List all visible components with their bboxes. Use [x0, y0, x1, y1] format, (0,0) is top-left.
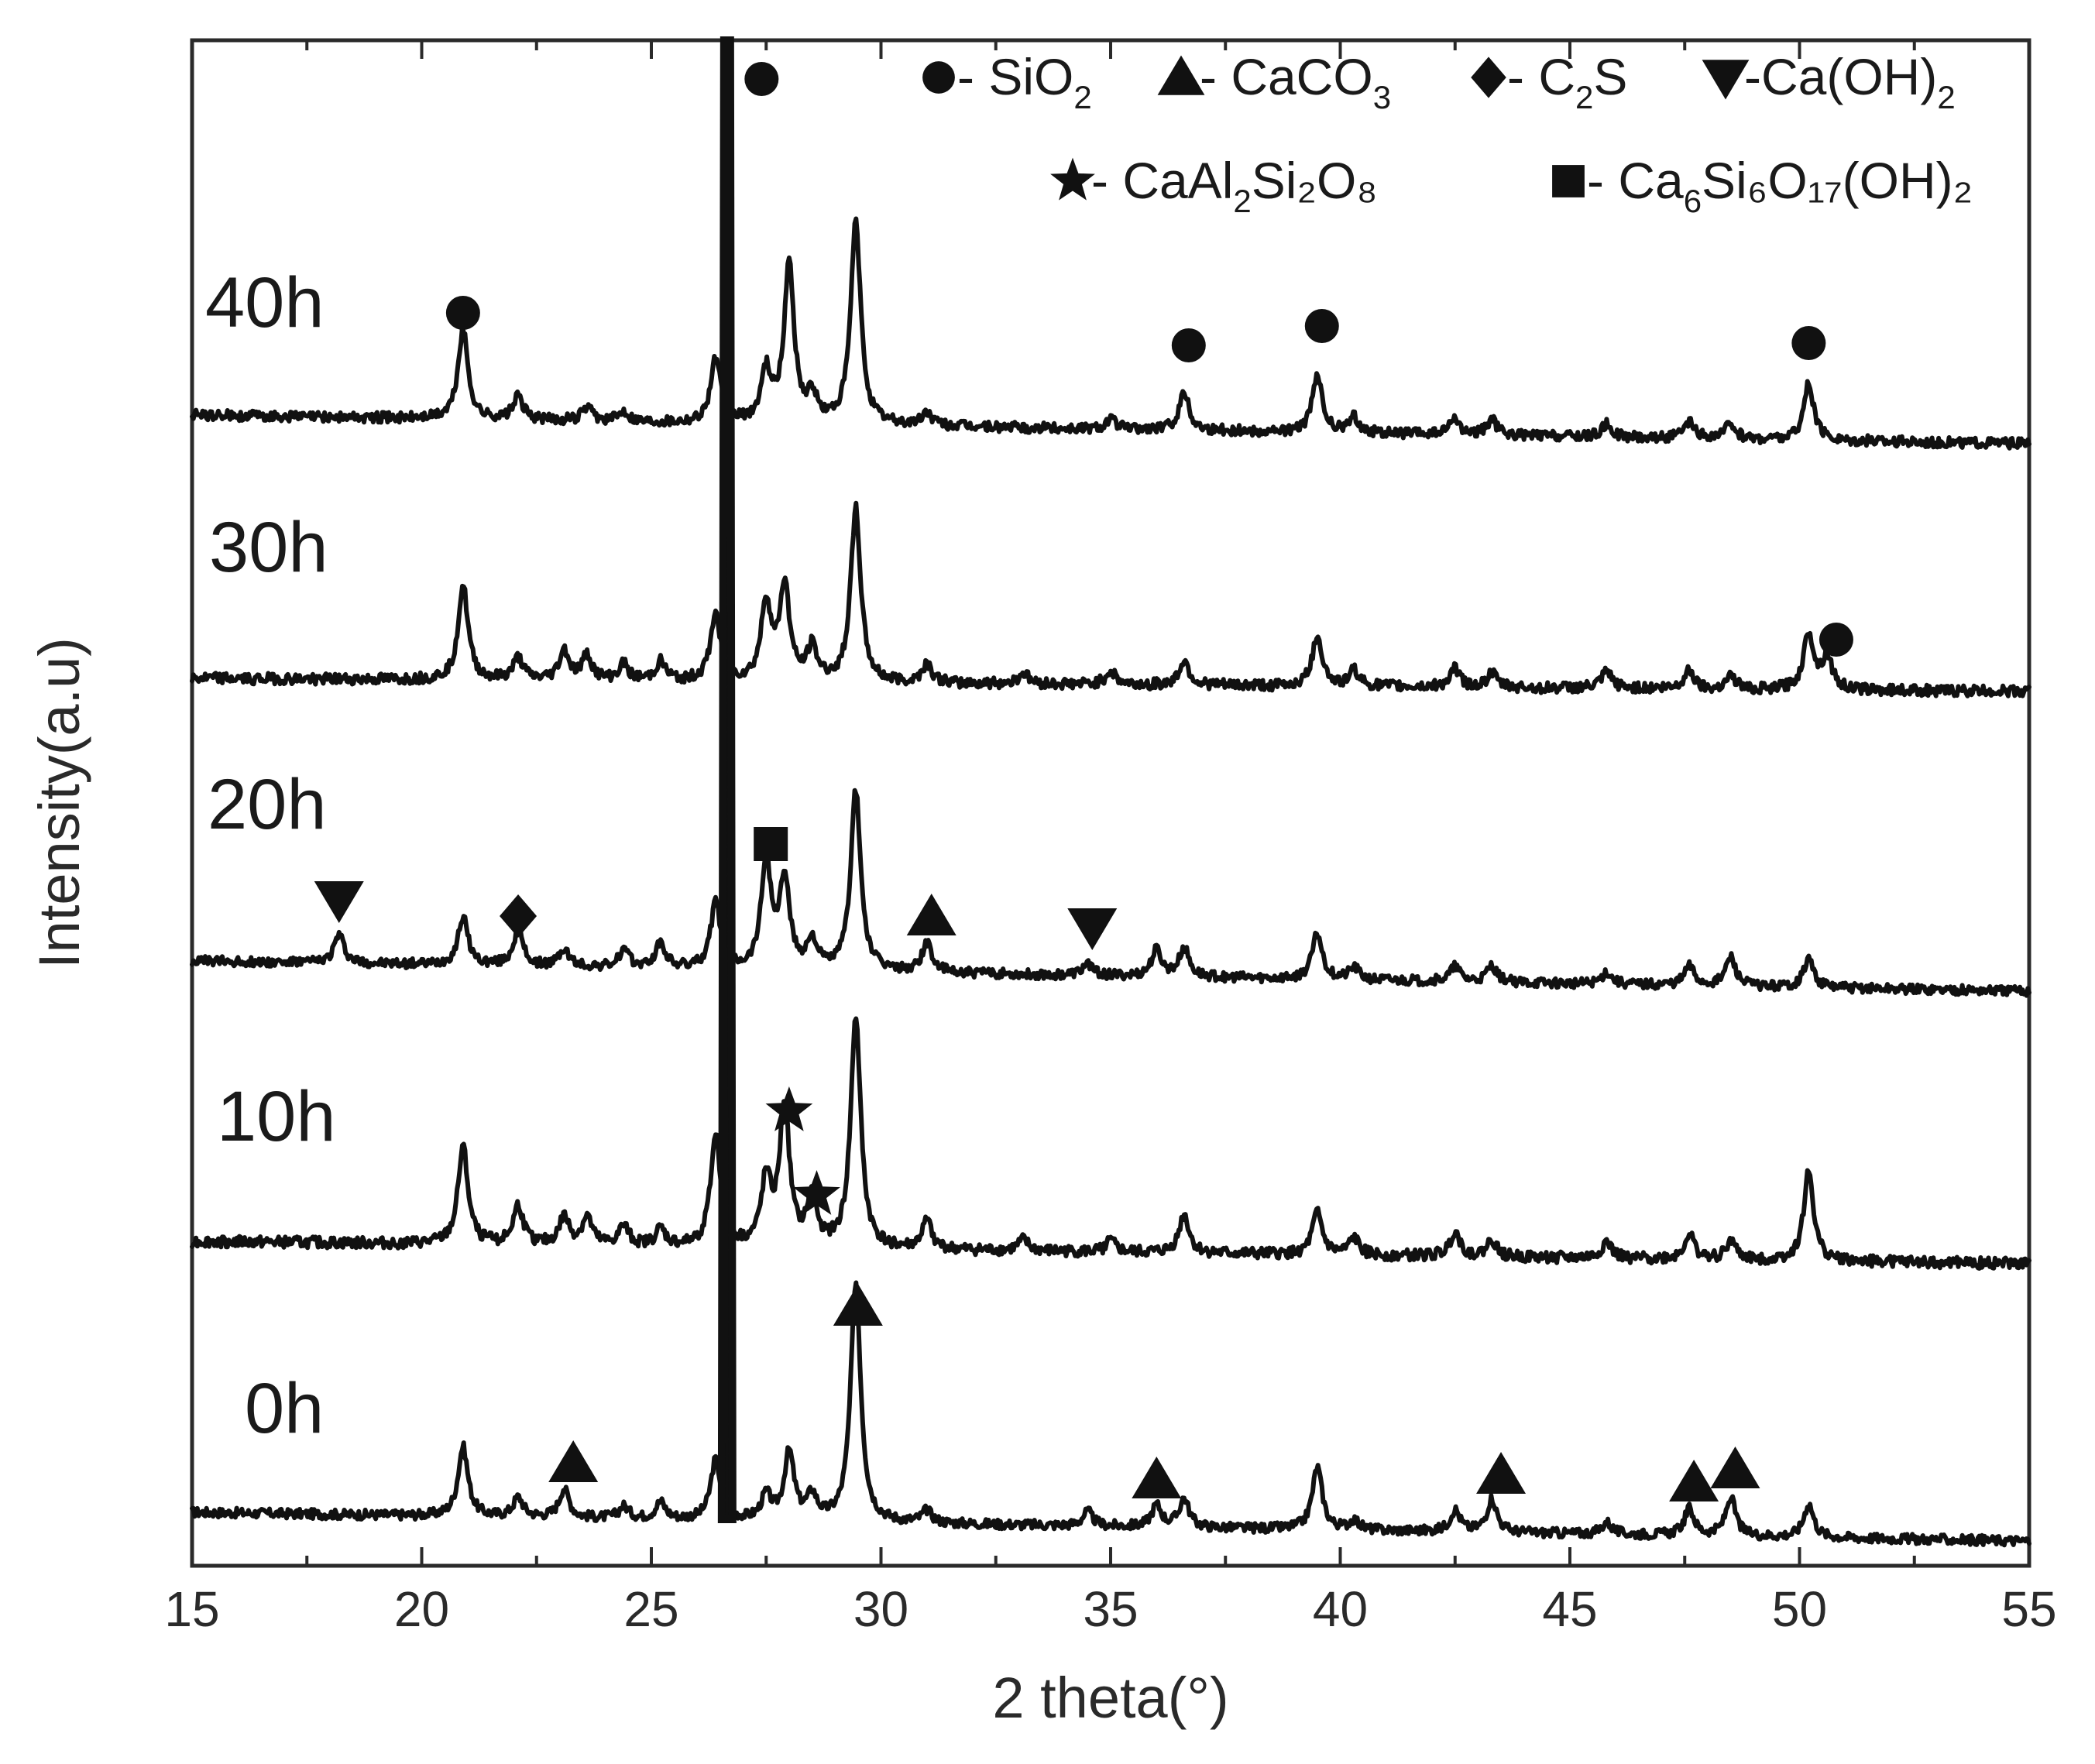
legend-diamond-icon — [1471, 57, 1506, 98]
trace-30h — [190, 500, 2031, 698]
triangle-up-marker — [1710, 1447, 1760, 1488]
x-tick-label: 45 — [1542, 1581, 1597, 1637]
phase-markers — [314, 62, 1853, 1501]
series-label-40h: 40h — [205, 263, 325, 342]
legend-triangle-up-icon — [1157, 55, 1205, 95]
legend-triangle-down-icon — [1702, 60, 1750, 100]
triangle-up-marker — [1476, 1452, 1527, 1494]
legend-item-label: - Ca6Si₆O₁₇(OH)₂ — [1587, 152, 1973, 219]
series-label-0h: 0h — [245, 1369, 324, 1448]
axes-box — [190, 38, 2031, 1568]
x-tick-label: 50 — [1772, 1581, 1827, 1637]
series-labels: 0h 10h 20h 30h 40h — [205, 263, 336, 1448]
x-tick-label: 20 — [394, 1581, 449, 1637]
trace-20h — [190, 788, 2031, 998]
series-label-20h: 20h — [208, 765, 327, 844]
series-label-10h: 10h — [217, 1077, 336, 1156]
legend-star-icon — [1050, 157, 1095, 201]
x-tick-label: 25 — [623, 1581, 678, 1637]
triangle-up-marker — [1132, 1457, 1182, 1498]
legend-square-icon — [1552, 165, 1585, 197]
main-peak — [717, 36, 737, 1523]
circle-marker — [1171, 328, 1206, 362]
square-marker — [754, 827, 788, 861]
legend-circle-icon — [922, 61, 955, 94]
trace-40h — [190, 216, 2031, 451]
trace-0h — [190, 1280, 2031, 1548]
circle-marker — [445, 296, 480, 330]
triangle-up-marker — [548, 1440, 599, 1482]
triangle-down-marker — [314, 881, 364, 923]
legend-item-label: - CaCO3 — [1200, 48, 1391, 115]
legend-item-label: - SiO2 — [957, 48, 1092, 115]
legend-item-label: - CaAl2Si₂O₈ — [1091, 152, 1378, 219]
circle-marker — [1304, 309, 1339, 343]
legend-item-label: - C2S — [1507, 48, 1627, 115]
x-tick-label: 35 — [1083, 1581, 1138, 1637]
triangle-up-marker — [833, 1284, 883, 1326]
star-marker — [765, 1086, 813, 1131]
y-axis-title: Intensity(a.u) — [27, 637, 91, 969]
legend-item-label: -Ca(OH)2 — [1744, 48, 1956, 115]
circle-marker — [744, 62, 779, 96]
x-axis-tick-labels: 15 20 25 30 35 40 45 50 55 — [164, 1581, 2056, 1637]
triangle-down-marker — [1067, 908, 1118, 950]
x-tick-label: 30 — [853, 1581, 908, 1637]
x-axis-ticks — [191, 40, 2031, 1566]
x-tick-label: 15 — [164, 1581, 219, 1637]
diamond-marker — [500, 894, 537, 938]
diffraction-traces — [190, 36, 2031, 1548]
star-marker — [793, 1170, 840, 1215]
legend: - SiO2 - CaCO3 - C2S -Ca(OH)2 - CaAl2Si₂O₈ - … — [922, 48, 1973, 219]
plot-frame — [190, 38, 2031, 1568]
trace-10h — [190, 1016, 2031, 1271]
triangle-up-marker — [1669, 1460, 1719, 1501]
series-label-30h: 30h — [209, 508, 328, 587]
triangle-up-marker — [906, 894, 956, 935]
circle-marker — [1791, 326, 1826, 360]
x-tick-label: 40 — [1313, 1581, 1368, 1637]
circle-marker — [1819, 623, 1853, 657]
x-axis-title: 2 theta(°) — [992, 1666, 1228, 1730]
x-tick-label: 55 — [2001, 1581, 2056, 1637]
